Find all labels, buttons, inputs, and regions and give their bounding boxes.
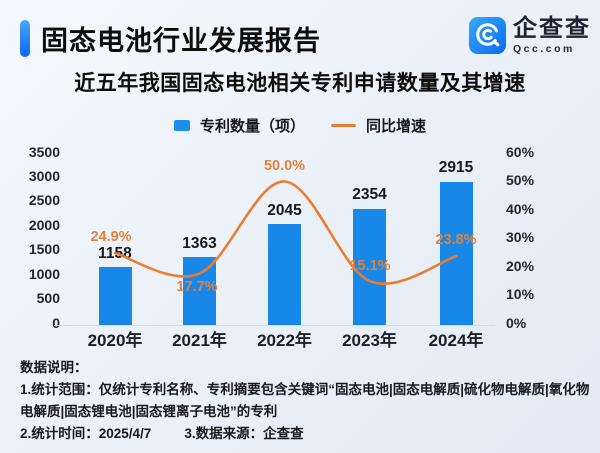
- growth-rate-label: 17.7%: [176, 278, 218, 295]
- legend-bar-label: 专利数量（项）: [199, 118, 305, 135]
- x-axis-label: 2022年: [257, 331, 312, 350]
- growth-rate-label: 15.1%: [349, 257, 391, 274]
- qichacha-logo-icon: [468, 16, 507, 55]
- notes-meta-row: 2.统计时间：2025/4/7 3.数据来源：企查查: [20, 423, 593, 445]
- notes-heading: 数据说明：: [20, 360, 88, 375]
- growth-rate-label: 23.8%: [435, 232, 477, 249]
- right-axis-tick: 10%: [506, 286, 535, 302]
- left-axis-tick: 500: [36, 290, 60, 307]
- x-axis-baseline: [62, 325, 495, 326]
- legend-line-swatch: [331, 124, 356, 127]
- logo-name: 企查查: [513, 14, 591, 42]
- bar-2022年: [268, 224, 301, 325]
- bar-2020年: [98, 267, 132, 325]
- left-axis-tick: 2000: [28, 216, 60, 233]
- growth-rate-label: 24.9%: [90, 229, 132, 246]
- bar-value-label: 2045: [267, 201, 302, 219]
- chart-legend: 专利数量（项） 同比增速: [0, 115, 600, 136]
- data-notes: 数据说明： 1.统计范围：仅统计专利名称、专利摘要包含关键词“固态电池|固态电解…: [20, 357, 593, 445]
- right-axis-tick: 40%: [506, 200, 535, 217]
- bar-value-label: 1158: [98, 244, 132, 262]
- logo-text: 企查查 Qcc.com: [513, 14, 591, 55]
- notes-time: 2.统计时间：2025/4/7: [20, 426, 152, 441]
- zero-tick: [54, 325, 62, 326]
- left-axis-tick: 3500: [28, 143, 60, 160]
- title-accent-bar: [20, 20, 30, 57]
- legend-bar-swatch: [173, 120, 190, 131]
- chart-title: 近五年我国固态电池相关专利申请数量及其增速: [74, 72, 526, 95]
- right-axis-tick: 30%: [506, 229, 535, 245]
- left-axis-tick: 1000: [28, 265, 60, 282]
- notes-scope-line: 1.统计范围：仅统计专利名称、专利摘要包含关键词“固态电池|固态电解质|硫化物电…: [20, 382, 590, 419]
- left-axis-tick: 0: [52, 314, 60, 331]
- right-axis-tick: 20%: [506, 257, 535, 274]
- x-axis-label: 2023年: [342, 331, 397, 350]
- growth-rate-label: 50.0%: [263, 158, 306, 174]
- left-axis-tick: 3000: [28, 167, 60, 184]
- x-axis-label: 2020年: [87, 331, 143, 350]
- legend-line-label: 同比增速: [366, 118, 427, 135]
- bar-value-label: 2354: [352, 186, 387, 204]
- logo-domain: Qcc.com: [513, 42, 575, 55]
- left-axis-tick: 1500: [28, 241, 60, 258]
- bar-value-label: 1363: [182, 234, 217, 252]
- x-axis-label: 2021年: [172, 331, 227, 350]
- report-title: 固态电池行业发展报告: [41, 26, 321, 56]
- right-axis-tick: 60%: [506, 143, 535, 160]
- bar-value-label: 2915: [438, 159, 474, 177]
- qichacha-logo: 企查查 Qcc.com: [468, 16, 591, 55]
- notes-source: 3.数据来源：企查查: [184, 426, 304, 441]
- left-axis-tick: 2500: [28, 192, 60, 209]
- right-axis-tick: 0%: [506, 314, 527, 331]
- x-axis-label: 2024年: [428, 331, 484, 350]
- right-axis-tick: 50%: [506, 172, 535, 188]
- bar-2024年: [439, 181, 473, 325]
